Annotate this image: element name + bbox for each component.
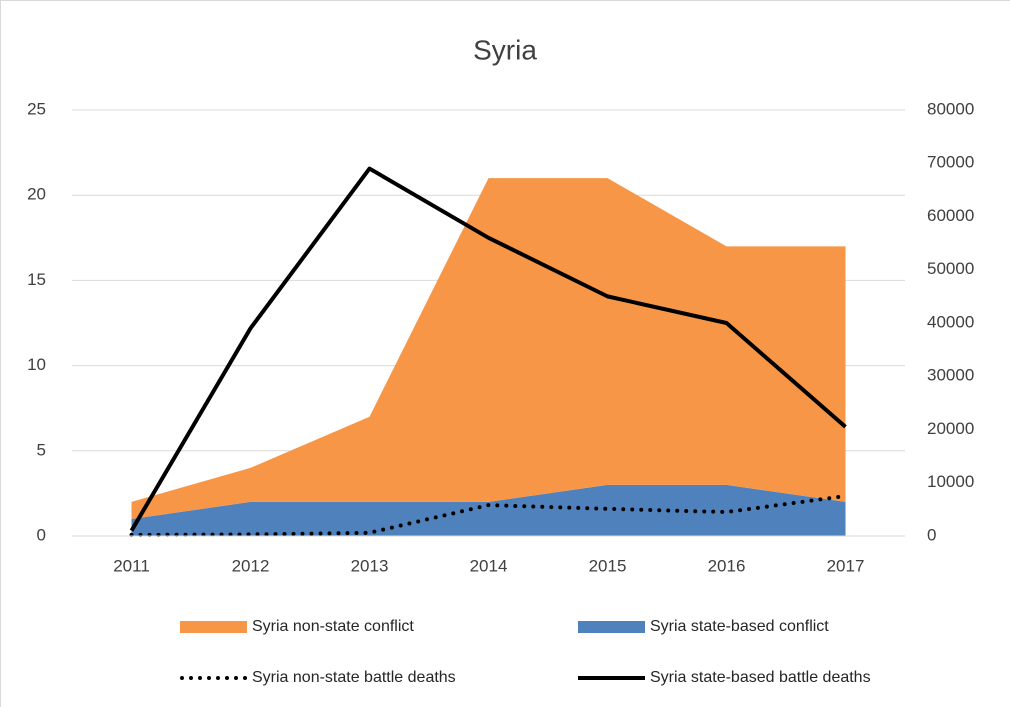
y2-tick-label: 0 bbox=[927, 525, 936, 544]
y-tick-label: 15 bbox=[27, 270, 46, 289]
x-tick-label: 2011 bbox=[113, 556, 150, 575]
y2-tick-label: 50000 bbox=[927, 259, 974, 278]
legend-label: Syria non-state conflict bbox=[252, 618, 414, 635]
area bbox=[131, 178, 846, 519]
lines bbox=[129, 166, 848, 537]
y2-tick-label: 10000 bbox=[927, 472, 974, 491]
y2-tick-label: 60000 bbox=[927, 206, 974, 225]
y-tick-label: 25 bbox=[27, 99, 46, 118]
legend-swatch bbox=[578, 621, 645, 633]
legend: Syria non-state conflict Syria state-base… bbox=[180, 618, 871, 686]
y2-tick-label: 80000 bbox=[927, 99, 974, 118]
y-tick-label: 0 bbox=[37, 525, 46, 544]
legend-swatch bbox=[180, 621, 247, 633]
y2-tick-label: 40000 bbox=[927, 312, 974, 331]
x-tick-label: 2012 bbox=[232, 556, 270, 575]
areas bbox=[131, 178, 846, 536]
legend-label: Syria non-state battle deaths bbox=[252, 669, 456, 686]
x-tick-label: 2013 bbox=[351, 556, 389, 575]
legend-label: Syria state-based battle deaths bbox=[650, 669, 871, 686]
line bbox=[129, 494, 848, 537]
x-tick-label: 2016 bbox=[708, 556, 746, 575]
y2-tick-label: 70000 bbox=[927, 153, 974, 172]
y-tick-label: 5 bbox=[37, 440, 46, 459]
y2-tick-label: 30000 bbox=[927, 366, 974, 385]
axes: 0 5 10 15 20 25 0 10000 20000 30000 40000 50000 6000… bbox=[27, 99, 974, 575]
y2-tick-label: 20000 bbox=[927, 419, 974, 438]
y-tick-label: 20 bbox=[27, 185, 46, 204]
area bbox=[131, 484, 846, 536]
x-tick-label: 2015 bbox=[589, 556, 627, 575]
line bbox=[129, 166, 847, 532]
y-tick-label: 10 bbox=[27, 355, 46, 374]
x-tick-label: 2017 bbox=[827, 556, 865, 575]
x-tick-label: 2014 bbox=[470, 556, 508, 575]
legend-label: Syria state-based conflict bbox=[650, 618, 829, 635]
chart-title: Syria bbox=[473, 34, 537, 65]
